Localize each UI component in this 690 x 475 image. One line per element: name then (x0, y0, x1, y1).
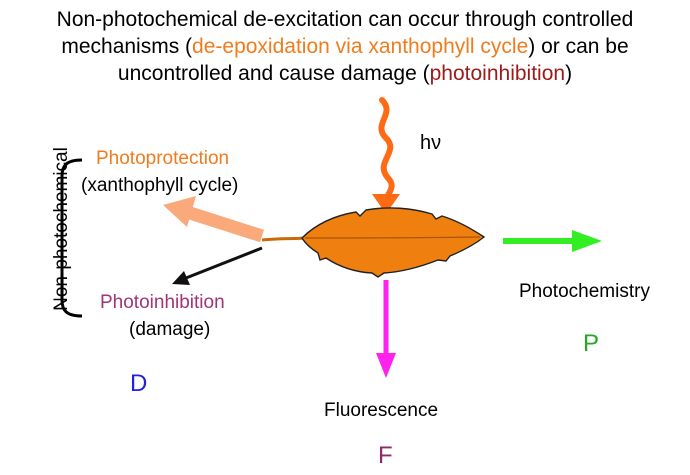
non-photochemical-bracket (60, 158, 83, 318)
photochemistry-arrow-head (572, 230, 602, 252)
fluorescence-label: Fluorescence (324, 400, 439, 421)
title-line-3-end: ) (565, 62, 573, 85)
title-line-2: mechanisms (de-epoxidation via xanthophy… (0, 33, 690, 60)
photoprotection-arrow (188, 206, 264, 243)
title-line-2-start: mechanisms ( (61, 35, 193, 58)
xanthophyll-cycle-phrase: de-epoxidation via xanthophyll cycle (192, 35, 529, 58)
xanthophyll-cycle-label: (xanthophyll cycle) (81, 175, 239, 196)
light-arrow-head (372, 194, 400, 214)
dissipation-letter: D (130, 370, 148, 397)
fluorescence-letter: F (378, 442, 393, 469)
photoprotection-arrow-head (163, 196, 196, 227)
title-line-2-end: ) or can be (528, 35, 629, 58)
title: Non-photochemical de-excitation can occu… (0, 6, 690, 87)
damage-label: (damage) (129, 319, 211, 340)
non-photochemical-label: Non-photochemical (51, 147, 72, 311)
title-line-1: Non-photochemical de-excitation can occu… (56, 8, 634, 31)
light-label: hν (420, 132, 442, 154)
photoinhibition-arrow (185, 246, 263, 280)
photoinhibition-label: Photoinhibition (100, 292, 225, 313)
fluorescence-arrow-head (376, 353, 396, 378)
title-line-3-start: uncontrolled and cause damage ( (117, 62, 430, 85)
photochemistry-letter: P (583, 330, 600, 357)
photoinhibition-phrase: photoinhibition (429, 62, 566, 85)
light-arrow (378, 97, 395, 205)
photoprotection-label: Photoprotection (96, 148, 230, 169)
photochemistry-label: Photochemistry (519, 281, 650, 302)
leaf (261, 207, 486, 278)
title-line-3: uncontrolled and cause damage (photoinhi… (0, 60, 690, 87)
photoinhibition-arrow-head (172, 271, 190, 285)
